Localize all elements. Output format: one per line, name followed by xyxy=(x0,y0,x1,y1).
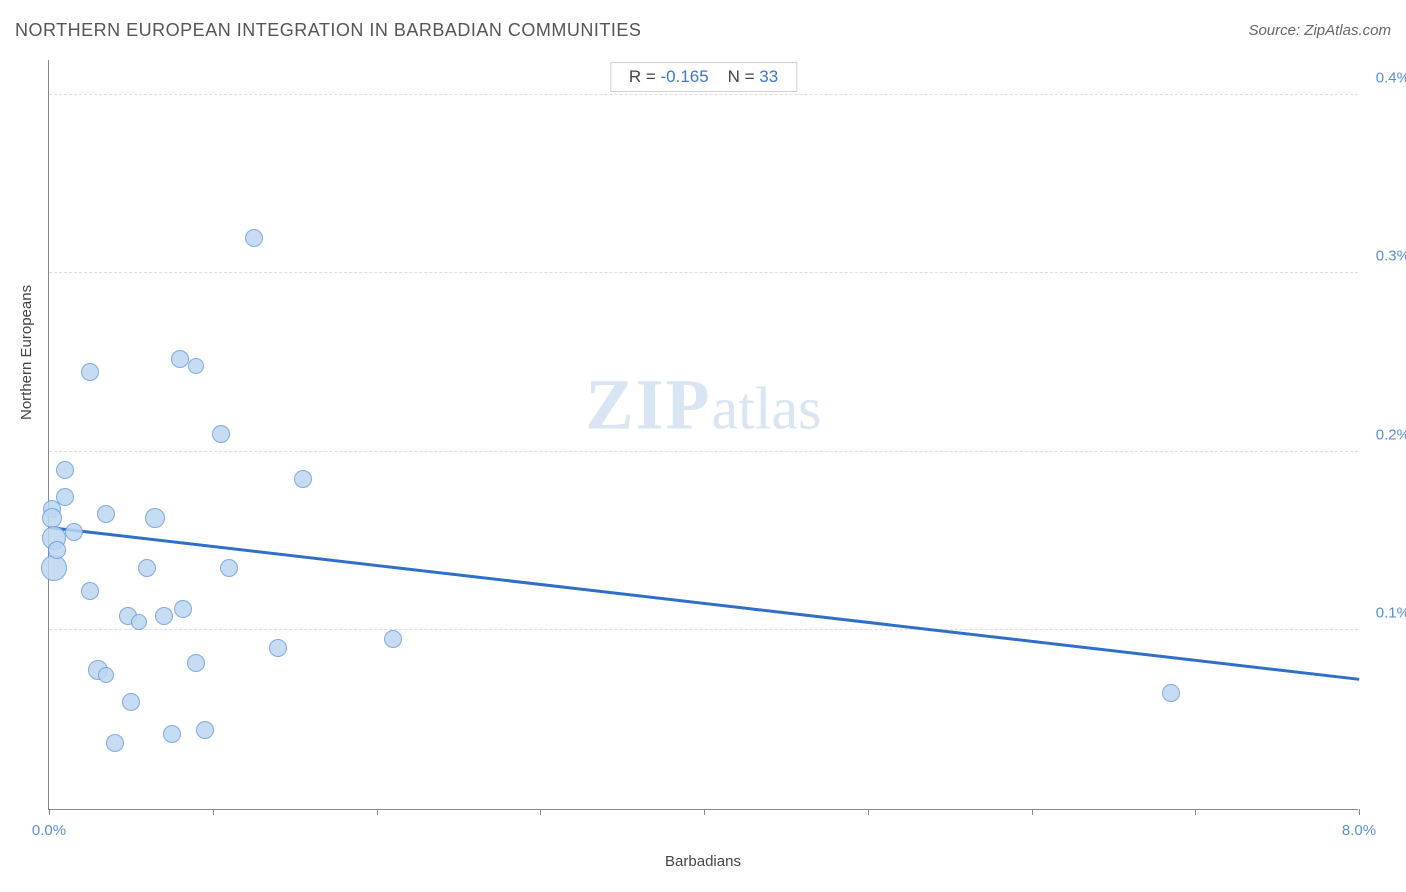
n-label: N = xyxy=(728,67,755,86)
data-point xyxy=(212,425,230,443)
data-point xyxy=(97,505,115,523)
y-tick-label: 0.1% xyxy=(1376,605,1406,622)
data-point xyxy=(65,523,83,541)
data-point xyxy=(187,654,205,672)
x-tick-label: 8.0% xyxy=(1342,822,1376,839)
y-tick-label: 0.3% xyxy=(1376,248,1406,265)
x-tick xyxy=(213,809,214,815)
gridline xyxy=(49,629,1358,630)
gridline xyxy=(49,272,1358,273)
x-tick xyxy=(540,809,541,815)
x-tick xyxy=(1032,809,1033,815)
data-point xyxy=(196,721,214,739)
data-point xyxy=(41,555,67,581)
data-point xyxy=(384,630,402,648)
data-point xyxy=(245,229,263,247)
r-label: R = xyxy=(629,67,656,86)
x-tick xyxy=(377,809,378,815)
watermark: ZIPatlas xyxy=(586,363,822,446)
gridline xyxy=(49,451,1358,452)
trend-line xyxy=(49,526,1359,680)
x-axis-label: Barbadians xyxy=(665,853,741,870)
x-tick xyxy=(704,809,705,815)
data-point xyxy=(220,559,238,577)
x-tick-label: 0.0% xyxy=(32,822,66,839)
data-point xyxy=(188,358,204,374)
gridline xyxy=(49,94,1358,95)
data-point xyxy=(269,639,287,657)
page-title: NORTHERN EUROPEAN INTEGRATION IN BARBADI… xyxy=(15,20,641,41)
data-point xyxy=(171,350,189,368)
watermark-atlas: atlas xyxy=(712,375,822,441)
data-point xyxy=(56,488,74,506)
x-tick xyxy=(49,809,50,815)
scatter-plot: ZIPatlas R = -0.165 N = 33 0.1%0.2%0.3%0… xyxy=(48,60,1358,810)
data-point xyxy=(131,614,147,630)
data-point xyxy=(294,470,312,488)
data-point xyxy=(138,559,156,577)
data-point xyxy=(1162,684,1180,702)
x-tick xyxy=(1359,809,1360,815)
data-point xyxy=(106,734,124,752)
data-point xyxy=(155,607,173,625)
header: NORTHERN EUROPEAN INTEGRATION IN BARBADI… xyxy=(15,20,1391,41)
data-point xyxy=(122,693,140,711)
data-point xyxy=(48,541,66,559)
data-point xyxy=(98,667,114,683)
watermark-zip: ZIP xyxy=(586,364,712,444)
r-value: -0.165 xyxy=(660,67,708,86)
data-point xyxy=(81,582,99,600)
x-tick xyxy=(1195,809,1196,815)
y-tick-label: 0.4% xyxy=(1376,69,1406,86)
y-tick-label: 0.2% xyxy=(1376,426,1406,443)
data-point xyxy=(56,461,74,479)
data-point xyxy=(145,508,165,528)
stats-box: R = -0.165 N = 33 xyxy=(610,62,797,92)
x-tick xyxy=(868,809,869,815)
data-point xyxy=(174,600,192,618)
n-value: 33 xyxy=(759,67,778,86)
data-point xyxy=(81,363,99,381)
data-point xyxy=(163,725,181,743)
source-label: Source: ZipAtlas.com xyxy=(1248,22,1391,39)
y-axis-label: Northern Europeans xyxy=(18,285,35,420)
